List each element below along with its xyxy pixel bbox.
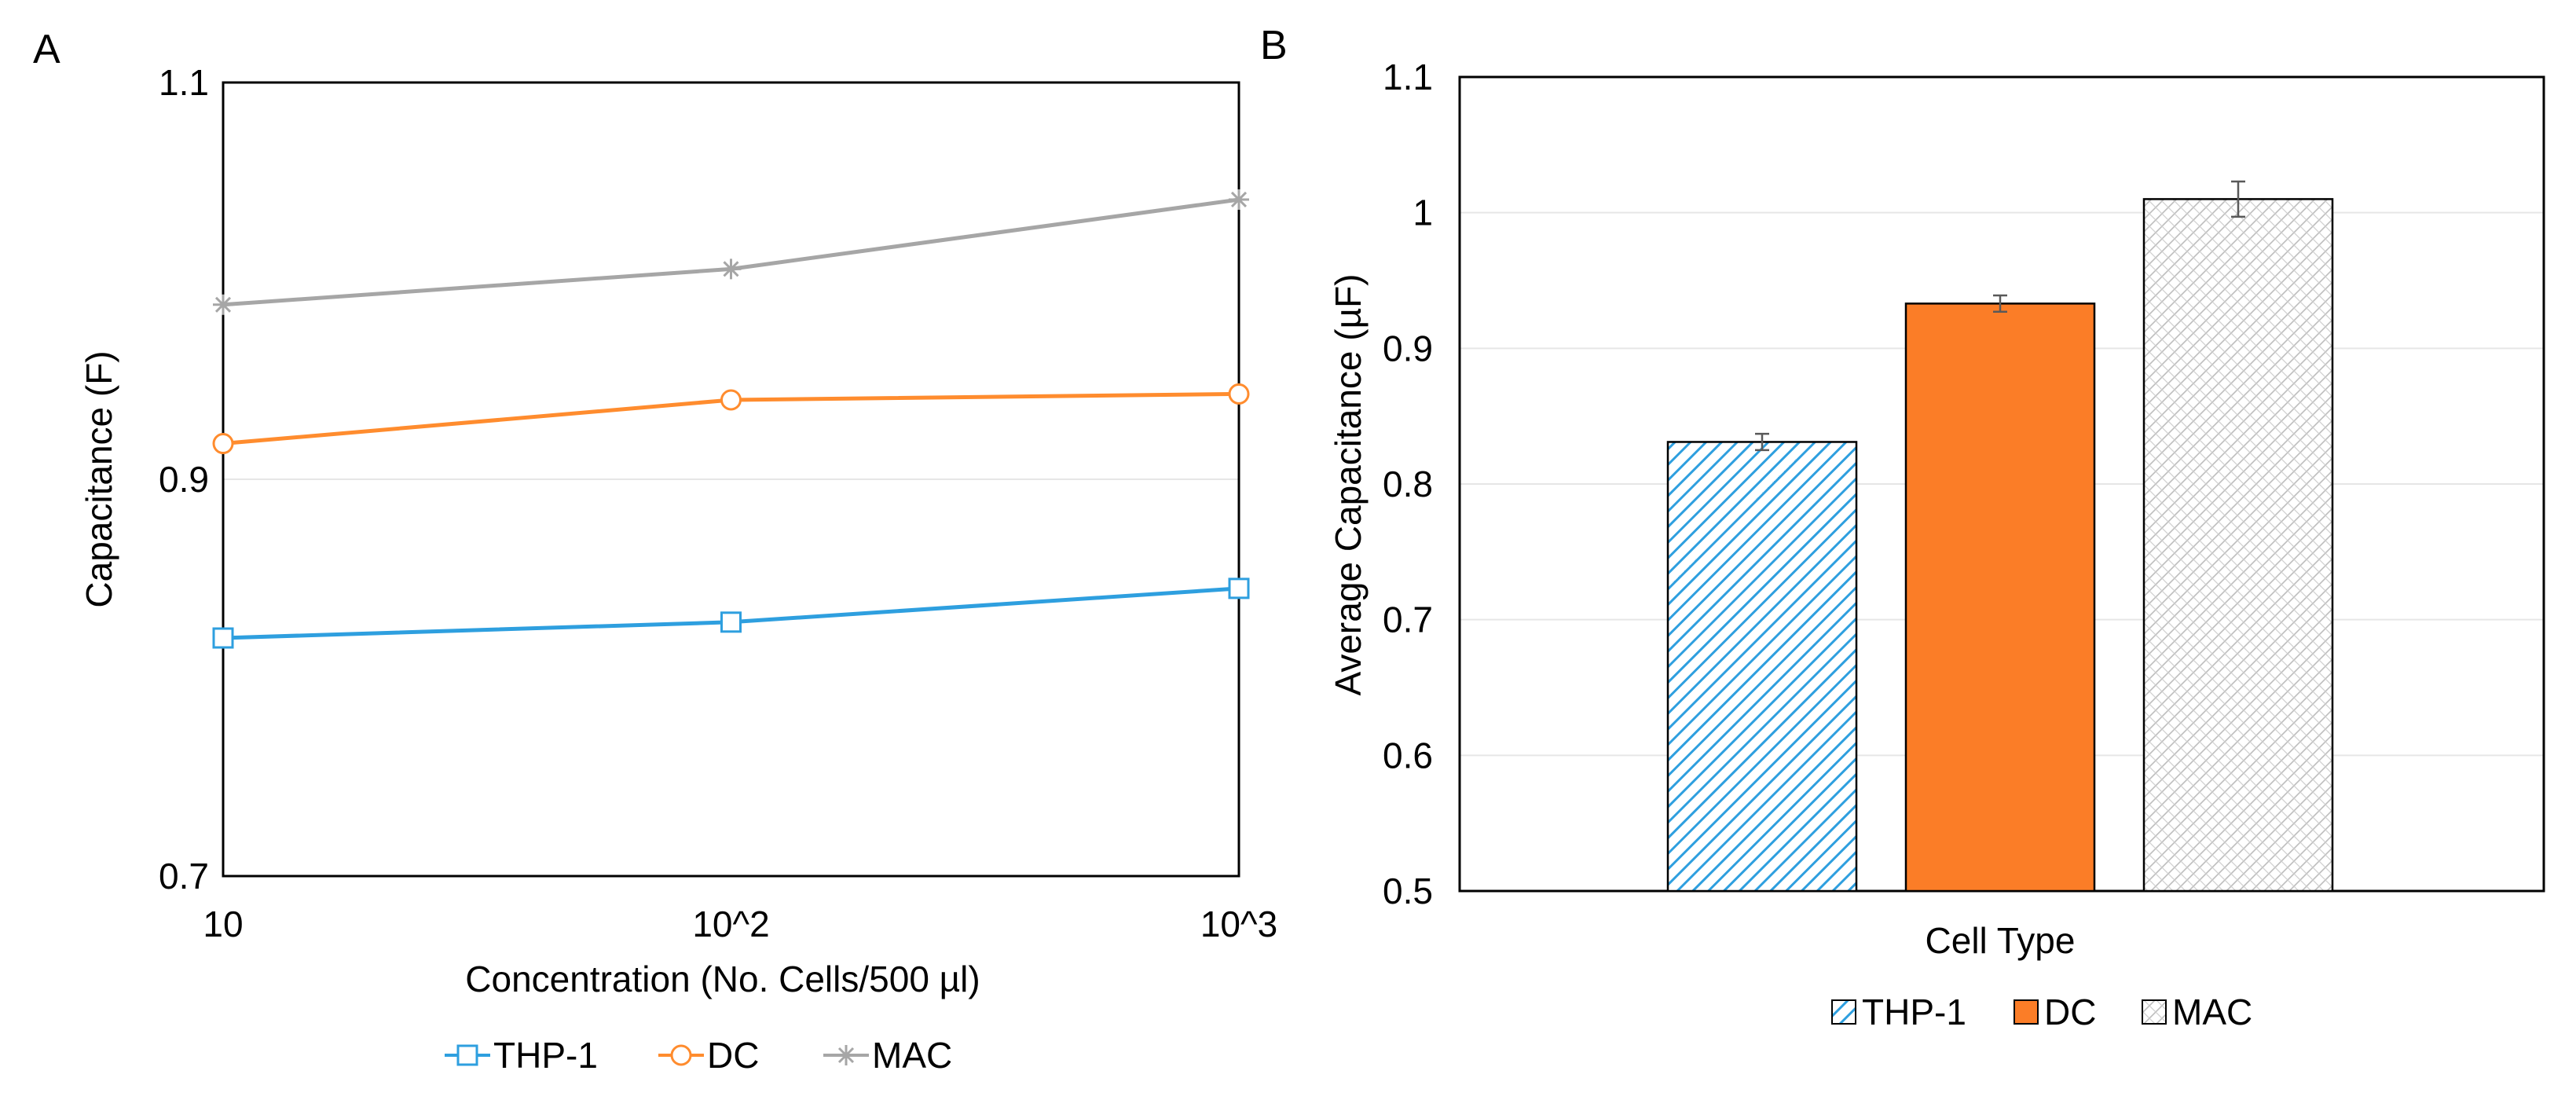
panel-b-legend-label: DC [2044, 992, 2096, 1032]
panel-b-y-tick-label: 1 [1413, 192, 1433, 233]
panel-a-x-axis-label: Concentration (No. Cells/500 µl) [465, 959, 980, 999]
panel-b: B 0.5 0.6 0.7 0.8 0.9 1 1.1 Cell Type Average … [1260, 23, 2545, 1032]
panel-a-point-mac [1229, 189, 1249, 210]
panel-b-label: B [1260, 23, 1288, 68]
panel-a-legend-label: DC [707, 1035, 759, 1076]
panel-b-bar-dc [1904, 302, 2096, 893]
panel-a-legend-label: THP-1 [493, 1035, 598, 1076]
panel-a-point-dc [212, 433, 234, 455]
panel-a-legend-marker-dc [670, 1044, 692, 1066]
panel-a: A 0.7 0.9 1.1 10 10^2 10^3 Concentration (No… [33, 27, 1277, 1076]
panel-a-x-ticks: 10 10^2 10^3 [203, 904, 1277, 944]
panel-a-y-axis-label: Capacitance (F) [79, 350, 119, 607]
panel-b-legend-swatch-mac [2142, 999, 2167, 1025]
panel-b-error-bar [2231, 180, 2245, 218]
panel-a-point-mac [213, 294, 233, 315]
panel-a-point-dc [720, 389, 742, 411]
panel-b-legend-label: THP-1 [1862, 992, 1966, 1032]
panel-b-y-tick-label: 1.1 [1383, 57, 1433, 97]
panel-b-x-axis-label: Cell Type [1926, 920, 2076, 961]
panel-a-point-thp-1 [1228, 578, 1250, 600]
panel-b-error-bar [1993, 294, 2007, 313]
panel-a-y-tick-label: 1.1 [159, 62, 209, 103]
panel-b-legend-swatch-thp-1 [1831, 999, 1856, 1025]
panel-a-legend: THP-1 DC MAC [445, 1035, 952, 1076]
panel-a-point-thp-1 [720, 611, 742, 633]
panel-a-legend-label: MAC [872, 1035, 952, 1076]
panel-a-point-dc [1228, 383, 1250, 405]
panel-b-y-tick-label: 0.8 [1383, 464, 1433, 504]
panel-a-x-tick-label: 10 [203, 904, 243, 944]
panel-b-y-tick-label: 0.5 [1383, 871, 1433, 911]
panel-b-error-bar [1755, 432, 1769, 452]
panel-b-y-tick-label: 0.6 [1383, 735, 1433, 776]
panel-a-y-tick-label: 0.7 [159, 856, 209, 896]
panel-a-x-tick-label: 10^2 [692, 904, 769, 944]
panel-b-legend-label: MAC [2172, 992, 2252, 1032]
panel-b-y-ticks: 0.5 0.6 0.7 0.8 0.9 1 1.1 [1383, 57, 1433, 911]
panel-b-legend-swatch-dc [2014, 999, 2039, 1025]
panel-a-label: A [33, 27, 60, 72]
panel-b-y-tick-label: 0.7 [1383, 600, 1433, 640]
panel-a-point-mac [720, 258, 742, 280]
panel-a-series [212, 189, 1250, 649]
panel-b-bar-mac [2142, 198, 2334, 893]
panel-a-y-tick-label: 0.9 [159, 459, 209, 500]
panel-b-y-axis-label: Average Capacitance (µF) [1328, 273, 1369, 695]
panel-a-y-ticks: 0.7 0.9 1.1 [159, 62, 209, 896]
panel-b-bar-thp-1 [1666, 441, 1858, 893]
panel-b-bars [1666, 180, 2334, 893]
panel-b-legend: THP-1 DC MAC [1831, 992, 2252, 1032]
panel-a-legend-marker-thp-1 [456, 1044, 478, 1066]
panel-a-x-tick-label: 10^3 [1200, 904, 1277, 944]
panel-a-legend-marker-mac [836, 1045, 856, 1065]
panel-b-y-tick-label: 0.9 [1383, 328, 1433, 368]
panel-a-series-line-mac [222, 197, 1240, 307]
panel-a-point-thp-1 [212, 627, 234, 649]
panel-a-plot-frame [222, 81, 1240, 878]
